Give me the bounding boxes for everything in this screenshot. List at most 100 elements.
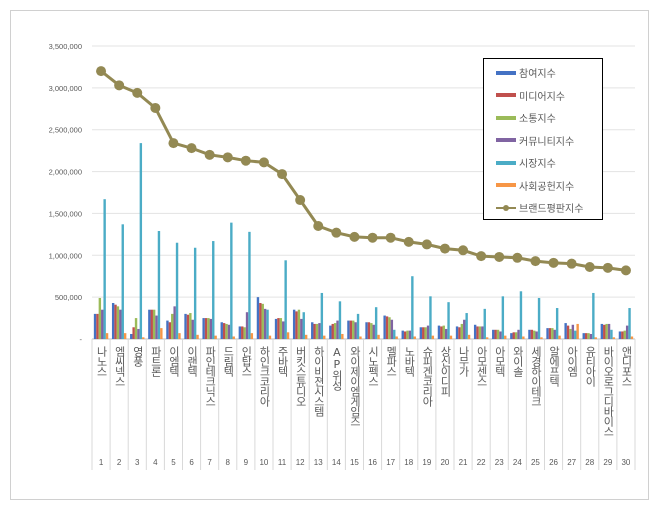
bar-사회공헌지수 [196, 334, 199, 339]
bar-사회공헌지수 [359, 336, 362, 339]
bar-미디어지수 [621, 331, 624, 339]
bar-사회공헌지수 [160, 328, 163, 339]
bar-시장지수 [103, 199, 106, 339]
bar-소통지수 [297, 309, 301, 339]
bar-커뮤니티지수 [263, 308, 267, 339]
bar-미디어지수 [114, 304, 117, 339]
bar-사회공헌지수 [323, 335, 326, 339]
bar-미디어지수 [259, 303, 262, 339]
bar-시장지수 [628, 308, 631, 339]
bar-사회공헌지수 [576, 323, 579, 339]
brand-index-point [620, 265, 631, 276]
bar-커뮤니티지수 [463, 319, 466, 339]
brand-index-point [258, 157, 269, 168]
bar-참여지수 [292, 309, 296, 339]
bar-시장지수 [574, 330, 577, 339]
bar-미디어지수 [222, 323, 226, 339]
bar-사회공헌지수 [558, 335, 561, 339]
bar-사회공헌지수 [630, 336, 634, 339]
legend-item: 사회공헌지수 [496, 178, 574, 193]
bar-소통지수 [605, 323, 608, 339]
bar-커뮤니티지수 [101, 309, 104, 339]
y-tick-label: 1,500,000 [49, 209, 82, 218]
category-label: 버킷스튜디오 [294, 346, 308, 406]
bar-시장지수 [610, 329, 613, 339]
bar-커뮤니티지수 [535, 331, 538, 339]
category-label: 유티아이 [583, 346, 597, 386]
bar-커뮤니티지수 [137, 328, 140, 339]
bar-참여지수 [130, 333, 133, 339]
brand-index-point [204, 149, 215, 160]
legend-marker-icon [503, 204, 509, 211]
rank-label: 24 [513, 458, 522, 467]
legend-item: 소통지수 [496, 110, 556, 125]
brand-index-point [421, 239, 432, 250]
bar-소통지수 [333, 323, 337, 339]
bar-시장지수 [320, 292, 324, 339]
bar-시장지수 [592, 292, 595, 339]
legend-label: 사회공헌지수 [519, 181, 575, 193]
bar-시장지수 [374, 307, 378, 339]
bar-참여지수 [419, 327, 423, 339]
category-label: 앤디포스 [619, 346, 633, 386]
bar-참여지수 [238, 326, 242, 339]
category-label: 아모텍 [493, 346, 507, 376]
bar-소통지수 [152, 309, 156, 339]
bar-커뮤니티지수 [119, 309, 122, 339]
legend-swatch [496, 115, 516, 120]
bar-미디어지수 [440, 326, 443, 339]
category-label: 이랜텍 [185, 346, 199, 376]
bar-미디어지수 [277, 318, 280, 339]
bar-미디어지수 [150, 309, 153, 339]
bar-사회공헌지수 [449, 335, 453, 339]
bar-사회공헌지수 [268, 335, 272, 339]
rank-label: 25 [531, 458, 540, 467]
rank-label: 21 [459, 458, 468, 467]
bar-사회공헌지수 [286, 332, 290, 339]
y-tick-label: 500,000 [55, 293, 82, 302]
brand-index-point [150, 102, 161, 113]
bar-사회공헌지수 [413, 336, 416, 339]
category-label: 이엠텍 [167, 346, 181, 376]
brand-index-point [512, 252, 523, 263]
bar-참여지수 [528, 329, 531, 339]
rank-label: 11 [278, 458, 287, 467]
category-label: 영풍 [131, 346, 145, 366]
category-label: 아이엠 [565, 346, 579, 376]
brand-index-point [132, 87, 143, 98]
bar-소통지수 [279, 318, 283, 339]
bar-커뮤니티지수 [481, 326, 484, 339]
bar-참여지수 [492, 329, 495, 339]
legend-label: 소통지수 [519, 114, 556, 125]
bar-시장지수 [338, 301, 342, 339]
bar-참여지수 [166, 320, 169, 339]
bar-사회공헌지수 [594, 337, 597, 339]
bar-시장지수 [157, 231, 161, 339]
bar-사회공헌지수 [377, 334, 380, 339]
category-label: 파트론 [149, 346, 163, 376]
bar-참여지수 [256, 297, 260, 339]
bar-미디어지수 [476, 326, 479, 339]
bar-커뮤니티지수 [318, 323, 321, 339]
bar-참여지수 [437, 325, 441, 339]
brand-index-point [385, 232, 396, 243]
bar-소통지수 [478, 326, 482, 339]
rank-label: 22 [477, 458, 486, 467]
bar-미디어지수 [241, 326, 244, 339]
category-label: 하이비젼시스템 [312, 346, 326, 416]
rank-label: 17 [386, 458, 395, 467]
brand-index-point [240, 155, 251, 166]
bar-시장지수 [501, 296, 505, 339]
bar-커뮤니티지수 [571, 324, 575, 339]
bar-커뮤니티지수 [408, 330, 412, 339]
rank-label: 29 [603, 458, 612, 467]
bar-사회공헌지수 [304, 334, 308, 339]
legend-swatch [496, 70, 516, 75]
bar-미디어지수 [96, 313, 99, 339]
bar-소통지수 [207, 318, 210, 339]
bar-미디어지수 [548, 328, 552, 339]
bar-미디어지수 [566, 325, 570, 339]
category-label: 인탑스 [239, 346, 253, 376]
bar-커뮤니티지수 [444, 328, 448, 339]
bar-소통지수 [189, 313, 192, 339]
